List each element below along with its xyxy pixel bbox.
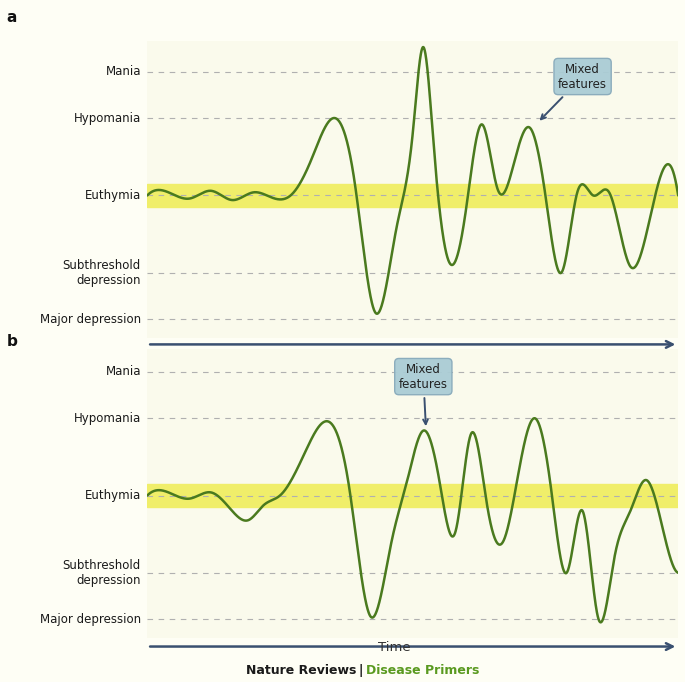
Text: Euthymia: Euthymia	[85, 189, 141, 202]
Text: Mixed
features: Mixed features	[399, 363, 448, 424]
Text: Mixed
features: Mixed features	[541, 63, 607, 119]
Text: Disease Primers: Disease Primers	[366, 664, 480, 677]
Text: Euthymia: Euthymia	[85, 489, 141, 502]
Text: Mania: Mania	[105, 366, 141, 379]
Bar	[147, 484, 678, 507]
Text: Nature Reviews |: Nature Reviews |	[247, 664, 366, 677]
Text: Mania: Mania	[105, 65, 141, 78]
Text: Hypomania: Hypomania	[74, 112, 141, 125]
Text: Major depression: Major depression	[40, 612, 141, 625]
Text: Major depression: Major depression	[40, 312, 141, 325]
Bar	[147, 183, 678, 207]
Text: Subthreshold
depression: Subthreshold depression	[62, 559, 141, 587]
Text: Subthreshold
depression: Subthreshold depression	[62, 258, 141, 286]
Text: Time: Time	[377, 641, 410, 654]
Text: a: a	[7, 10, 17, 25]
Text: Hypomania: Hypomania	[74, 412, 141, 425]
Text: b: b	[7, 334, 18, 349]
